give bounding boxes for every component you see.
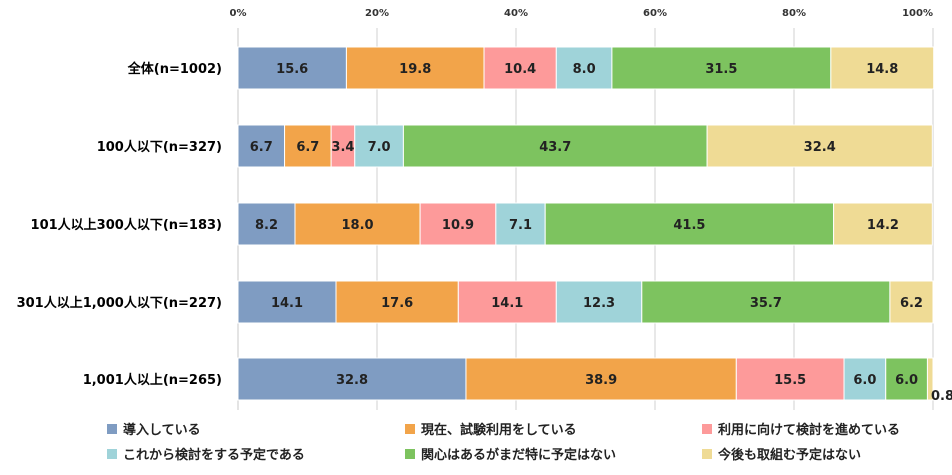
category-label: 100人以下(n=327) [97, 139, 222, 155]
bars: 15.6 19.8 10.4 8.0 31.5 14.8 6.7 6.7 3.4 7.0 43.7 3… [237, 46, 952, 404]
x-tick-label: 20% [365, 8, 389, 19]
data-label: 31.5 [705, 62, 737, 77]
bar-segment [483, 46, 557, 90]
data-label: 32.4 [804, 140, 836, 155]
data-label: 7.1 [509, 218, 532, 233]
bar-segment [555, 280, 643, 324]
legend: 導入している 現在、試験利用をしている 利用に向けて検討を進めているこれから検討をす… [107, 422, 900, 463]
data-label: 7.0 [368, 140, 391, 155]
legend-swatch [702, 449, 712, 459]
bar-segment [555, 46, 613, 90]
data-label: 18.0 [342, 218, 374, 233]
category-label: 101人以上300人以下(n=183) [31, 217, 222, 233]
bar-segment [335, 280, 459, 324]
bar-segment [833, 202, 933, 246]
bar-segment [354, 124, 404, 168]
legend-label: 現在、試験利用をしている [421, 422, 577, 438]
bar-segment [345, 46, 485, 90]
legend-swatch [107, 449, 117, 459]
bar-segment [237, 202, 296, 246]
x-tick-label: 0% [230, 8, 247, 19]
data-label: 3.4 [331, 140, 354, 155]
bar-segment [889, 280, 934, 324]
legend-label: これから検討をする予定である [123, 447, 305, 463]
legend-swatch [107, 424, 117, 434]
x-tick-label: 80% [782, 8, 806, 19]
data-label: 8.2 [255, 218, 278, 233]
bar-segment [706, 124, 933, 168]
data-label: 6.2 [900, 296, 923, 311]
bar-segment [926, 357, 934, 401]
data-label: 6.0 [853, 373, 876, 388]
data-label: 15.6 [276, 62, 308, 77]
x-tick-label: 60% [643, 8, 667, 19]
data-label: 17.6 [381, 296, 413, 311]
data-label: 0.8 [931, 389, 952, 404]
bar-segment [402, 124, 708, 168]
data-label: 14.2 [867, 218, 899, 233]
data-label: 14.8 [866, 62, 898, 77]
legend-label: 関心はあるがまだ特に予定はない [421, 447, 616, 463]
bar-segment [457, 280, 557, 324]
data-label: 10.4 [504, 62, 536, 77]
category-label: 301人以上1,000人以下(n=227) [17, 295, 222, 311]
data-label: 6.7 [296, 140, 319, 155]
category-label: 全体(n=1002) [127, 61, 222, 77]
bar-segment [830, 46, 935, 90]
legend-swatch [405, 449, 415, 459]
bar-segment [237, 357, 467, 401]
data-label: 6.0 [895, 373, 918, 388]
data-label: 43.7 [539, 140, 571, 155]
legend-swatch [405, 424, 415, 434]
data-label: 8.0 [573, 62, 596, 77]
data-label: 19.8 [399, 62, 431, 77]
x-axis-ticks: 0% 20% 40% 60% 80% 100% [230, 8, 933, 19]
data-label: 32.8 [336, 373, 368, 388]
bar-segment [237, 46, 347, 90]
category-label: 1,001人以上(n=265) [83, 372, 222, 388]
bar-segment [611, 46, 832, 90]
legend-label: 今後も取組む予定はない [717, 447, 861, 463]
legend-label: 利用に向けて検討を進めている [718, 422, 900, 438]
bar-segment [885, 357, 928, 401]
data-label: 35.7 [750, 296, 782, 311]
legend-label: 導入している [123, 422, 201, 438]
bar-segment [294, 202, 421, 246]
data-label: 12.3 [583, 296, 615, 311]
bar-segment [419, 202, 497, 246]
data-label: 10.9 [442, 218, 474, 233]
data-label: 38.9 [585, 373, 617, 388]
x-tick-label: 100% [902, 8, 933, 19]
data-label: 41.5 [673, 218, 705, 233]
bar-segment [465, 357, 737, 401]
bar-segment [735, 357, 845, 401]
bar-segment [237, 280, 337, 324]
data-label: 14.1 [491, 296, 523, 311]
data-label: 15.5 [774, 373, 806, 388]
x-tick-label: 40% [504, 8, 528, 19]
category-labels: 全体(n=1002) 100人以下(n=327) 101人以上300人以下(n=18… [17, 61, 222, 388]
bar-segment [843, 357, 887, 401]
data-label: 6.7 [250, 140, 273, 155]
data-label: 14.1 [271, 296, 303, 311]
bar-segment [495, 202, 546, 246]
legend-swatch [702, 424, 712, 434]
bar-segment [544, 202, 835, 246]
